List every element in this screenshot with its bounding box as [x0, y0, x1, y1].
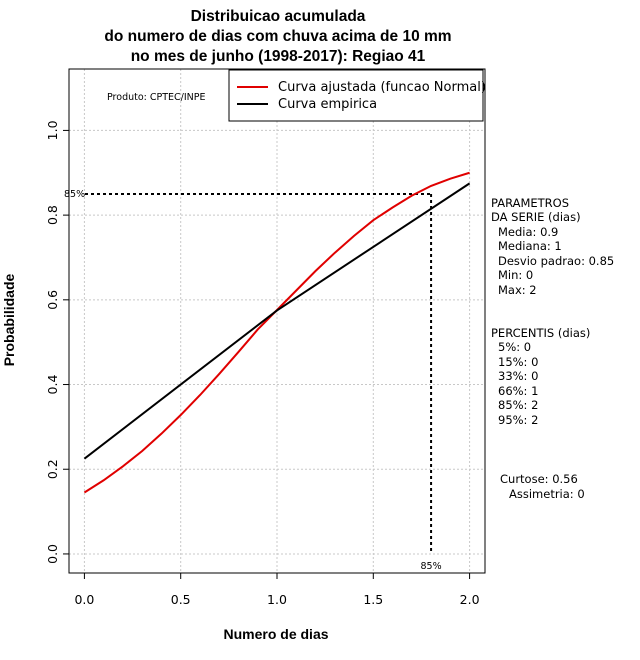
series-line-empirical [83, 182, 471, 460]
y-tick-label-3: 0.6 [45, 290, 60, 310]
percentiles-heading: PERCENTIS (dias) [491, 326, 590, 340]
grid-lines [69, 69, 485, 573]
chart-title-line-3: no mes de junho (1998-2017): Regiao 41 [131, 48, 426, 65]
chart-title-line-2: do numero de dias com chuva acima de 10 … [104, 28, 451, 45]
parameter-std-dev: Desvio padrao: 0.85 [498, 254, 614, 268]
percentile-5: 5%: 0 [498, 340, 531, 354]
parameter-mean: Media: 0.9 [498, 225, 558, 239]
kurtosis-value: Curtose: 0.56 [500, 472, 578, 486]
y-axis-label: Probabilidade [1, 274, 17, 367]
x-tick-label-2: 1.0 [267, 592, 287, 607]
legend-label-empirical: Curva empirica [278, 97, 377, 112]
y-tick-label-2: 0.4 [45, 375, 60, 395]
chart-title-line-1: Distribuicao acumulada [191, 8, 366, 25]
y-tick-label-5: 1.0 [45, 120, 60, 140]
parameters-panel: PARAMETROS DA SERIE (dias) Media: 0.9 Me… [491, 196, 614, 297]
parameters-heading-2: DA SERIE (dias) [491, 210, 581, 224]
x-tick-label-0: 0.0 [74, 592, 94, 607]
reference-y-label: 85% [64, 189, 85, 200]
percentile-33: 33%: 0 [498, 369, 538, 383]
parameter-median: Mediana: 1 [498, 239, 562, 253]
shape-panel: Curtose: 0.56 Assimetria: 0 [500, 472, 585, 501]
product-label: Produto: CPTEC/INPE [107, 92, 206, 103]
parameter-max: Max: 2 [498, 283, 537, 297]
skewness-value: Assimetria: 0 [509, 487, 585, 501]
x-axis: 0.0 0.5 1.0 1.5 2.0 [74, 573, 480, 607]
parameter-min: Min: 0 [498, 268, 533, 282]
percentile-15: 15%: 0 [498, 355, 538, 369]
x-tick-label-3: 1.5 [363, 592, 383, 607]
percentile-95: 95%: 2 [498, 413, 538, 427]
y-tick-label-1: 0.2 [45, 459, 60, 479]
legend-box [228, 69, 484, 122]
x-tick-label-1: 0.5 [171, 592, 191, 607]
x-tick-label-4: 2.0 [460, 592, 480, 607]
reference-x-label: 85% [421, 561, 442, 572]
x-axis-label: Numero de dias [223, 626, 328, 642]
y-tick-label-4: 0.8 [45, 205, 60, 225]
legend-label-fitted: Curva ajustada (funcao Normal) [278, 80, 486, 95]
y-tick-label-0: 0.0 [45, 544, 60, 564]
parameters-heading-1: PARAMETROS [491, 196, 569, 210]
percentile-66: 66%: 1 [498, 384, 538, 398]
legend: Curva ajustada (funcao Normal) Curva emp… [228, 69, 486, 122]
percentile-85: 85%: 2 [498, 398, 538, 412]
y-axis: 0.0 0.2 0.4 0.6 0.8 1.0 [45, 120, 69, 564]
percentiles-panel: PERCENTIS (dias) 5%: 0 15%: 0 33%: 0 66%… [491, 326, 590, 427]
